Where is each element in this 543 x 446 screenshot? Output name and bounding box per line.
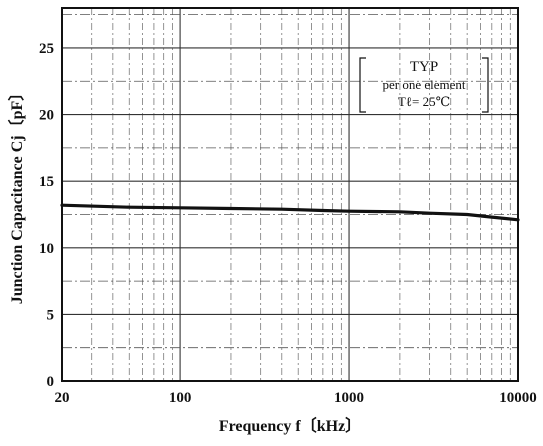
x-tick-label: 1000: [334, 390, 364, 406]
annotation-left-bracket: [359, 57, 366, 113]
series-layer: [60, 203, 520, 222]
y-tick-label: 15: [39, 174, 54, 190]
y-tick-label: 20: [39, 108, 54, 124]
series-line: [60, 203, 520, 222]
annotation-line: Tℓ= 25℃: [398, 94, 450, 109]
annotation-right-bracket: [482, 57, 489, 113]
y-tick-label: 10: [39, 241, 54, 257]
tick-layer: 20 100 1000 10000 0 5 10 15 20 25: [39, 41, 537, 406]
y-tick-label: 0: [47, 374, 55, 390]
x-tick-label: 100: [169, 390, 192, 406]
annotation-box: TYP per one element Tℓ= 25℃: [359, 57, 489, 113]
plot-frame: [61, 7, 519, 382]
annotation-line: per one element: [382, 77, 465, 92]
y-axis-label: Junction Capacitance Cj〔pF〕: [8, 85, 26, 305]
x-tick-label: 20: [55, 390, 70, 406]
x-tick-label: 10000: [499, 390, 537, 406]
grid-layer: [62, 8, 518, 381]
y-tick-label: 5: [47, 307, 55, 323]
annotation-line: TYP: [410, 59, 438, 75]
y-tick-label: 25: [39, 41, 54, 57]
x-axis-label: Frequency f〔kHz〕: [219, 417, 361, 435]
